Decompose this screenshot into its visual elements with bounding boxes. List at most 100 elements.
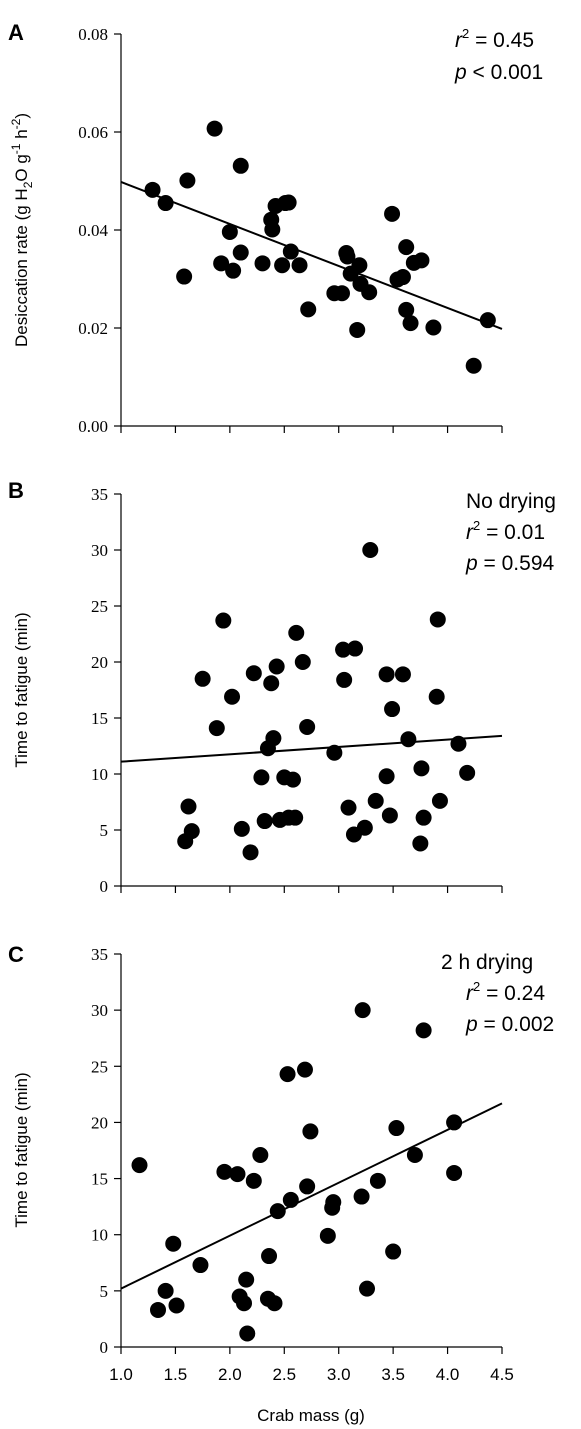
panel-a-r2: r2 = 0.45 xyxy=(455,26,534,52)
panel-c-data-point xyxy=(245,1172,262,1189)
panel-c-data-point xyxy=(192,1257,209,1274)
panel-a-data-point xyxy=(398,301,415,318)
panel-c-x-tick-label: 1.0 xyxy=(109,1365,133,1384)
panel-c-data-point xyxy=(261,1248,278,1265)
panel-c-x-tick-label: 3.0 xyxy=(327,1365,351,1384)
panel-b-data-point xyxy=(242,844,259,861)
panel-a-data-point xyxy=(384,205,401,222)
panel-a-data-point xyxy=(157,195,174,212)
panel-b-data-point xyxy=(394,666,411,683)
panel-b-data-point xyxy=(336,671,353,688)
panel-c-y-axis-label: Time to fatigue (min) xyxy=(12,1072,31,1227)
panel-a-y-tick-label: 0.00 xyxy=(78,417,108,436)
panel-c-data-point xyxy=(296,1061,313,1078)
panel-c-data-point xyxy=(239,1325,256,1342)
panel-b-data-point xyxy=(428,688,445,705)
panel-c-data-point xyxy=(216,1163,233,1180)
panel-b-data-point xyxy=(253,769,270,786)
panel-a-data-point xyxy=(300,301,317,318)
panel-c-data-point xyxy=(446,1114,463,1131)
panel-b-data-point xyxy=(208,720,225,737)
panel-a-data-point xyxy=(144,181,161,198)
panel-a-y-axis-label: Desiccation rate (g H2O g-1 h-2) xyxy=(9,113,35,347)
panel-b-stats: No drying r2 = 0.01 p = 0.594 xyxy=(465,490,556,575)
panel-c-data-point xyxy=(252,1146,269,1163)
panel-a: A 0.00 0.02 0.04 0.06 0.08 Desiccation rate … xyxy=(8,20,543,436)
panel-c-data-point xyxy=(269,1203,286,1220)
panel-b-data-point xyxy=(429,611,446,628)
panel-c-data-point xyxy=(299,1178,316,1195)
panel-c-p: p = 0.002 xyxy=(465,1013,554,1036)
panel-b-y-tick-label: 10 xyxy=(91,765,108,784)
panel-a-data-point xyxy=(213,255,230,272)
panel-c-points xyxy=(131,1002,463,1342)
panel-c-y-ticks: 0 5 10 15 20 25 30 35 xyxy=(91,945,121,1357)
panel-a-data-point xyxy=(349,321,366,338)
panel-a-data-point xyxy=(291,257,308,274)
panel-b-condition: No drying xyxy=(466,490,556,513)
panel-c-data-point xyxy=(165,1235,182,1252)
panel-c-data-point xyxy=(325,1194,342,1211)
panel-a-data-point xyxy=(232,244,249,261)
panel-a-data-point xyxy=(282,243,299,260)
panel-c-x-ticks: 1.0 1.5 2.0 2.5 3.0 3.5 4.0 4.5 xyxy=(109,1347,514,1384)
panel-a-data-point xyxy=(274,257,291,274)
panel-c: C 0 5 10 15 20 25 30 35 1.0 1.5 2.0 2.5 3.0 3.5 4.0 4.… xyxy=(8,942,554,1425)
panel-c-data-point xyxy=(238,1271,255,1288)
panel-a-label: A xyxy=(8,20,24,45)
panel-a-data-point xyxy=(394,269,411,286)
panel-a-data-point xyxy=(398,239,415,256)
panel-b-y-tick-label: 20 xyxy=(91,653,108,672)
panel-b-p: p = 0.594 xyxy=(465,552,554,575)
panel-b-data-point xyxy=(459,764,476,781)
panel-b-y-ticks: 0 5 10 15 20 25 30 35 xyxy=(91,485,121,896)
panel-b-data-point xyxy=(340,799,357,816)
panel-b-y-tick-label: 15 xyxy=(91,709,108,728)
panel-b-data-point xyxy=(268,658,285,675)
panel-b-y-tick-label: 0 xyxy=(100,877,109,896)
panel-b-data-point xyxy=(415,809,432,826)
panel-b-data-point xyxy=(263,675,280,692)
panel-b-data-point xyxy=(294,654,311,670)
panel-c-y-tick-label: 5 xyxy=(100,1282,109,1301)
panel-b-points xyxy=(177,542,476,861)
panel-b-data-point xyxy=(367,792,384,809)
panel-a-data-point xyxy=(333,285,350,302)
panel-b-data-point xyxy=(384,701,401,718)
panel-c-stats: 2 h drying r2 = 0.24 p = 0.002 xyxy=(441,951,554,1036)
panel-b-r2: r2 = 0.01 xyxy=(466,518,545,544)
panel-a-data-point xyxy=(361,284,378,301)
panel-b-data-point xyxy=(347,640,364,657)
panel-b-data-point xyxy=(381,807,398,824)
panel-c-data-point xyxy=(369,1172,386,1189)
panel-c-data-point xyxy=(168,1297,185,1314)
panel-a-data-point xyxy=(351,257,368,274)
panel-a-data-point xyxy=(280,194,297,211)
panel-b-data-point xyxy=(431,792,448,809)
panel-c-data-point xyxy=(319,1227,336,1244)
panel-c-data-point xyxy=(353,1188,370,1205)
panel-b-data-point xyxy=(413,760,430,777)
panel-b-data-point xyxy=(284,771,301,788)
panel-c-data-point xyxy=(282,1191,299,1208)
panel-c-x-axis-label: Crab mass (g) xyxy=(257,1406,365,1425)
panel-b-data-point xyxy=(335,641,352,658)
panel-a-x-ticks xyxy=(120,426,503,433)
panel-c-data-point xyxy=(229,1166,246,1183)
panel-b-y-axis-label: Time to fatigue (min) xyxy=(12,612,31,767)
panel-a-stats: r2 = 0.45 p < 0.001 xyxy=(454,26,543,84)
panel-a-data-point xyxy=(339,248,356,265)
panel-c-data-point xyxy=(415,1022,432,1039)
panel-b-data-point xyxy=(245,665,262,682)
panel-b: B 0 5 10 15 20 25 30 35 Time to fatigue (min) N… xyxy=(8,478,556,896)
panel-c-data-point xyxy=(302,1123,319,1140)
panel-c-x-tick-label: 3.5 xyxy=(381,1365,405,1384)
panel-c-data-point xyxy=(266,1295,283,1312)
panel-b-data-point xyxy=(180,798,197,815)
panel-c-label: C xyxy=(8,942,24,967)
panel-a-data-point xyxy=(413,252,430,269)
panel-c-y-tick-label: 25 xyxy=(91,1057,108,1076)
panel-b-data-point xyxy=(224,688,241,705)
panel-c-x-tick-label: 4.0 xyxy=(436,1365,460,1384)
panel-c-data-point xyxy=(385,1243,402,1260)
